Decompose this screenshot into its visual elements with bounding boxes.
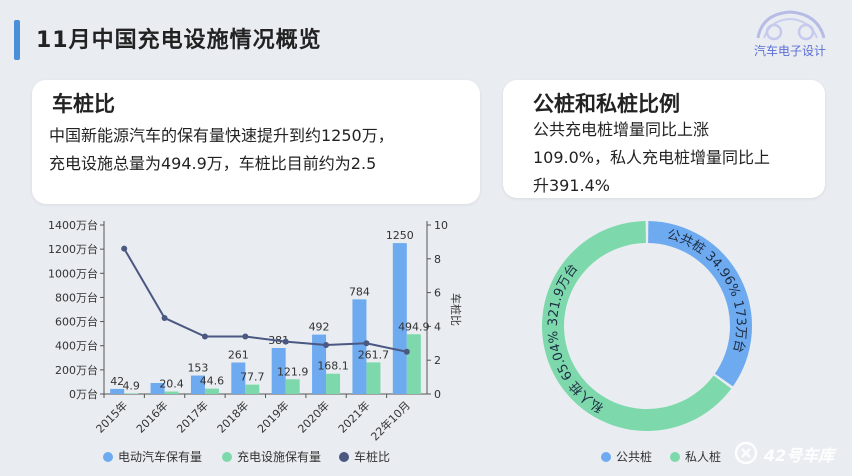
ev-charger-combo-chart: 0万台 200万台 400万台 600万台 800万台 1000万台 1200万台 1400万… bbox=[48, 218, 463, 464]
y-tick-label: 0万台 bbox=[69, 387, 98, 401]
charger-bar-label: 261.7 bbox=[358, 348, 390, 361]
private-pile-label: 私人桩 65.04% 321.9万台 bbox=[546, 261, 607, 415]
charger-bar-label: 77.7 bbox=[240, 371, 265, 384]
ev-bar bbox=[190, 375, 205, 394]
y-tick-label: 1400万台 bbox=[48, 218, 98, 232]
slice-label-text: 私人桩 65.04% 321.9万台 bbox=[546, 261, 607, 415]
ev-bar bbox=[150, 383, 165, 394]
ratio-card-line-2: 充电设施总量为494.9万，车桩比目前约为2.5 bbox=[49, 154, 377, 173]
ev-bar bbox=[352, 299, 367, 394]
x-tick-label: 2016年 bbox=[133, 398, 170, 435]
charger-bar bbox=[366, 362, 381, 394]
y2-tick-label: 4 bbox=[434, 320, 441, 333]
x-tick-label: 2021年 bbox=[335, 398, 372, 435]
public-pile-slice bbox=[648, 221, 752, 387]
legend-label: 电动汽车保有量 bbox=[118, 449, 202, 464]
pile-ratio-card: 公桩和私桩比例 公共充电桩增量同比上涨 109.0%，私人充电桩增量同比上 升3… bbox=[503, 80, 825, 198]
legend-marker bbox=[339, 452, 349, 462]
ev-bar bbox=[271, 348, 286, 394]
charger-bar bbox=[124, 393, 139, 394]
ev-bar bbox=[312, 334, 327, 394]
ratio-card-title: 车桩比 bbox=[52, 92, 115, 116]
charger-bar-label: 121.9 bbox=[277, 365, 309, 378]
ratio-point bbox=[403, 348, 410, 355]
donut-legend-marker bbox=[670, 452, 680, 462]
x-tick-label: 2019年 bbox=[254, 398, 291, 435]
ev-bar bbox=[231, 362, 246, 394]
title-accent-bar bbox=[14, 20, 20, 60]
donut-legend-label: 私人桩 bbox=[685, 449, 721, 464]
charger-bar-label: 44.6 bbox=[200, 375, 225, 388]
ev-bar-label: 153 bbox=[187, 362, 208, 375]
legend-marker bbox=[222, 452, 232, 462]
ratio-point bbox=[282, 338, 289, 345]
y-tick-label: 1000万台 bbox=[48, 266, 98, 280]
ev-bar-label: 42 bbox=[110, 375, 124, 388]
y-tick-label: 600万台 bbox=[55, 315, 98, 329]
charger-bar bbox=[245, 384, 260, 394]
legend-label: 车桩比 bbox=[354, 449, 390, 464]
x-tick-label: 2017年 bbox=[174, 398, 211, 435]
ratio-point bbox=[363, 340, 370, 347]
pile-ratio-card-line-2: 109.0%，私人充电桩增量同比上 bbox=[533, 148, 771, 167]
watermark-icon bbox=[734, 441, 758, 465]
ratio-point bbox=[323, 341, 330, 348]
donut-legend-label: 公共桩 bbox=[616, 449, 652, 464]
ratio-point bbox=[161, 314, 168, 321]
y2-tick-label: 6 bbox=[434, 287, 441, 300]
y2-axis-label: 车桩比 bbox=[449, 293, 463, 326]
y-tick-label: 800万台 bbox=[55, 290, 98, 304]
y2-tick-label: 8 bbox=[434, 253, 441, 266]
charger-bar bbox=[326, 373, 341, 394]
charger-bar-label: 4.9 bbox=[122, 379, 140, 392]
charger-bar bbox=[204, 388, 219, 394]
charger-bar bbox=[406, 334, 421, 394]
watermark-text: 42号车库 bbox=[764, 446, 835, 465]
pile-ratio-card-text: 公共充电桩增量同比上涨 109.0%，私人充电桩增量同比上 升391.4% bbox=[533, 116, 770, 200]
ev-bar bbox=[392, 243, 407, 394]
x-tick-label: 2018年 bbox=[214, 398, 251, 435]
legend-label: 充电设施保有量 bbox=[237, 449, 321, 464]
charger-bar-label: 20.4 bbox=[159, 378, 184, 391]
y2-tick-label: 10 bbox=[434, 219, 448, 232]
ratio-point bbox=[242, 333, 249, 340]
charger-bar bbox=[164, 391, 179, 394]
ev-bar-label: 784 bbox=[349, 285, 370, 298]
y-tick-label: 200万台 bbox=[55, 363, 98, 377]
y-tick-label: 1200万台 bbox=[48, 242, 98, 256]
x-tick-label: 22年10月 bbox=[368, 398, 413, 443]
y2-tick-label: 2 bbox=[434, 354, 441, 367]
ev-bar-label: 1250 bbox=[386, 229, 414, 242]
y2-tick-label: 0 bbox=[434, 388, 441, 401]
charger-bar bbox=[285, 379, 300, 394]
legend-marker bbox=[103, 452, 113, 462]
charger-bar-label: 168.1 bbox=[317, 360, 349, 373]
donut-legend-marker bbox=[601, 452, 611, 462]
ratio-point bbox=[201, 333, 208, 340]
page-title: 11月中国充电设施情况概览 bbox=[36, 28, 322, 53]
pile-ratio-card-line-1: 公共充电桩增量同比上涨 bbox=[533, 120, 710, 139]
ev-bar bbox=[110, 388, 125, 394]
car-logo-icon bbox=[756, 10, 826, 41]
ev-bar-label: 492 bbox=[309, 321, 330, 334]
charger-bar-label: 494.9 bbox=[398, 320, 430, 333]
y-tick-label: 400万台 bbox=[55, 339, 98, 353]
ratio-point bbox=[121, 245, 128, 252]
pile-ratio-card-title: 公桩和私桩比例 bbox=[533, 92, 680, 116]
pile-ratio-card-line-3: 升391.4% bbox=[533, 176, 611, 195]
x-tick-label: 2015年 bbox=[93, 398, 130, 435]
ev-bar-label: 261 bbox=[228, 348, 249, 361]
ratio-card: 车桩比 中国新能源汽车的保有量快速提升到约1250万， 充电设施总量为494.9… bbox=[32, 80, 480, 204]
logo-text: 汽车电子设计 bbox=[753, 44, 826, 58]
ratio-card-text: 中国新能源汽车的保有量快速提升到约1250万， 充电设施总量为494.9万，车桩… bbox=[49, 122, 394, 178]
watermark-logo: 42号车库 bbox=[734, 440, 844, 466]
ratio-card-line-1: 中国新能源汽车的保有量快速提升到约1250万， bbox=[49, 126, 394, 145]
ratio-line bbox=[123, 248, 408, 353]
brand-logo: 汽车电子设计 bbox=[740, 2, 840, 62]
x-tick-label: 2020年 bbox=[295, 398, 332, 435]
